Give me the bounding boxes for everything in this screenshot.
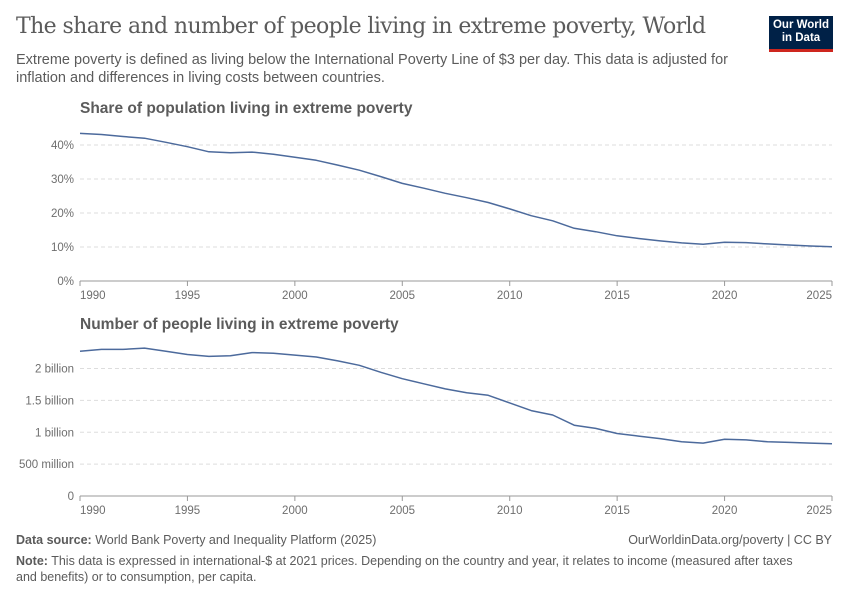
- x-tick-label: 2015: [604, 505, 630, 517]
- y-tick-label: 1.5 billion: [25, 395, 74, 407]
- x-tick-label: 2000: [282, 505, 308, 517]
- note-text: This data is expressed in international-…: [16, 554, 793, 584]
- owid-logo[interactable]: Our World in Data: [769, 16, 833, 52]
- x-tick-label: 2005: [389, 290, 415, 302]
- x-tick-label: 1995: [175, 290, 201, 302]
- source-text[interactable]: World Bank Poverty and Inequality Platfo…: [95, 533, 377, 547]
- series-line: [79, 347, 833, 445]
- x-tick-label: 2005: [389, 505, 415, 517]
- y-tick-label: 30%: [51, 174, 74, 186]
- chart-title-share: Share of population living in extreme po…: [80, 100, 413, 117]
- y-tick-label: 0%: [57, 276, 74, 288]
- x-tick-label: 2025: [806, 505, 832, 517]
- y-tick-label: 40%: [51, 140, 74, 152]
- x-tick-label: 2000: [282, 290, 308, 302]
- y-tick-label: 20%: [51, 208, 74, 220]
- y-tick-label: 500 million: [19, 459, 74, 471]
- y-tick-label: 10%: [51, 242, 74, 254]
- x-tick-label: 1990: [80, 505, 106, 517]
- x-tick-label: 2025: [806, 290, 832, 302]
- x-tick-label: 1995: [175, 505, 201, 517]
- y-tick-label: 2 billion: [35, 364, 74, 376]
- url-license[interactable]: OurWorldinData.org/poverty | CC BY: [628, 533, 832, 547]
- chart-title-number: Number of people living in extreme pover…: [80, 316, 399, 333]
- note: Note: This data is expressed in internat…: [16, 553, 806, 585]
- x-tick-label: 2020: [712, 505, 738, 517]
- series-line: [79, 132, 833, 248]
- source-label: Data source:: [16, 533, 92, 547]
- note-label: Note:: [16, 554, 48, 568]
- x-tick-label: 2010: [497, 290, 523, 302]
- page-title: The share and number of people living in…: [16, 14, 706, 39]
- x-tick-label: 2020: [712, 290, 738, 302]
- x-tick-label: 2015: [604, 290, 630, 302]
- page-subtitle: Extreme poverty is defined as living bel…: [16, 52, 728, 86]
- data-source: Data source: World Bank Poverty and Ineq…: [16, 533, 376, 547]
- y-tick-label: 1 billion: [35, 427, 74, 439]
- y-tick-label: 0: [68, 491, 74, 503]
- x-tick-label: 1990: [80, 290, 106, 302]
- x-tick-label: 2010: [497, 505, 523, 517]
